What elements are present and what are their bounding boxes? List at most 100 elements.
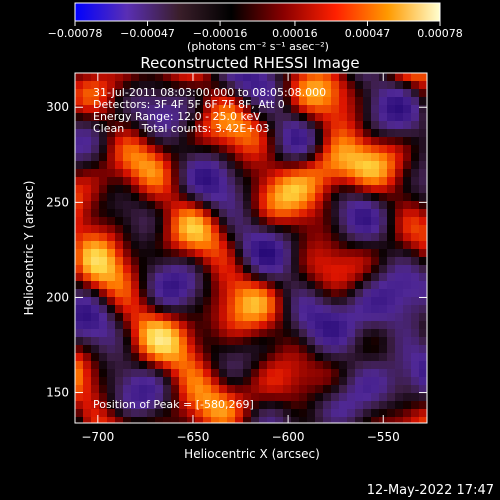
heatmap-cell <box>347 385 355 393</box>
heatmap-cell <box>315 185 323 193</box>
heatmap-cell <box>283 305 291 313</box>
heatmap-cell <box>347 89 355 97</box>
heatmap-cell <box>387 321 395 329</box>
heatmap-cell <box>347 265 355 273</box>
heatmap-cell <box>75 273 83 281</box>
heatmap-cell <box>259 385 267 393</box>
heatmap-cell <box>299 273 307 281</box>
heatmap-cell <box>315 153 323 161</box>
heatmap-cell <box>299 201 307 209</box>
heatmap-cell <box>411 321 419 329</box>
heatmap-cell <box>195 321 203 329</box>
heatmap-cell <box>203 297 211 305</box>
heatmap-cell <box>147 185 155 193</box>
heatmap-cell <box>419 305 427 313</box>
heatmap-cell <box>411 97 419 105</box>
heatmap-cell <box>283 225 291 233</box>
heatmap-cell <box>131 273 139 281</box>
heatmap-cell <box>363 369 371 377</box>
heatmap-cell <box>299 401 307 409</box>
heatmap-cell <box>299 313 307 321</box>
heatmap-cell <box>371 257 379 265</box>
heatmap-cell <box>259 129 267 137</box>
heatmap-cell <box>339 113 347 121</box>
heatmap-cell <box>307 201 315 209</box>
heatmap-cell <box>411 129 419 137</box>
heatmap-cell <box>315 417 323 423</box>
heatmap-cell <box>91 185 99 193</box>
heatmap-cell <box>339 353 347 361</box>
heatmap-cell <box>155 401 163 409</box>
heatmap-cell <box>139 369 147 377</box>
heatmap-cell <box>323 353 331 361</box>
heatmap-cell <box>395 361 403 369</box>
heatmap-cell <box>91 265 99 273</box>
heatmap-cell <box>251 81 259 89</box>
heatmap-cell <box>131 81 139 89</box>
heatmap-cell <box>331 153 339 161</box>
heatmap-cell <box>347 225 355 233</box>
heatmap-cell <box>211 281 219 289</box>
heatmap-cell <box>147 369 155 377</box>
heatmap-cell <box>235 337 243 345</box>
heatmap-cell <box>355 89 363 97</box>
heatmap-cell <box>259 401 267 409</box>
heatmap-cell <box>355 313 363 321</box>
heatmap-cell <box>275 225 283 233</box>
heatmap-cell <box>419 105 427 113</box>
heatmap-cell <box>283 193 291 201</box>
heatmap-cell <box>99 185 107 193</box>
heatmap-cell <box>139 401 147 409</box>
heatmap-cell <box>379 105 387 113</box>
heatmap-cell <box>291 313 299 321</box>
heatmap-cell <box>387 193 395 201</box>
heatmap-cell <box>283 329 291 337</box>
heatmap-cell <box>203 385 211 393</box>
heatmap-cell <box>147 233 155 241</box>
heatmap-cell <box>139 409 147 417</box>
heatmap-cell <box>147 193 155 201</box>
heatmap-cell <box>387 401 395 409</box>
heatmap-cell <box>155 297 163 305</box>
heatmap-cell <box>147 241 155 249</box>
heatmap-cell <box>331 81 339 89</box>
colorbar-tick-label: −0.00078 <box>48 27 103 40</box>
heatmap-cell <box>395 169 403 177</box>
heatmap-cell <box>419 337 427 345</box>
heatmap-cell <box>259 161 267 169</box>
heatmap-cell <box>323 337 331 345</box>
heatmap-cell <box>91 369 99 377</box>
heatmap-cell <box>251 97 259 105</box>
heatmap-cell <box>187 241 195 249</box>
heatmap-cell <box>227 177 235 185</box>
heatmap-cell <box>411 353 419 361</box>
heatmap-cell <box>91 209 99 217</box>
heatmap-cell <box>411 169 419 177</box>
heatmap-cell <box>371 337 379 345</box>
heatmap-cell <box>107 289 115 297</box>
heatmap-cell <box>259 201 267 209</box>
heatmap-cell <box>355 217 363 225</box>
heatmap-cell <box>419 265 427 273</box>
heatmap-cell <box>187 153 195 161</box>
heatmap-cell <box>75 113 83 121</box>
heatmap-cell <box>387 305 395 313</box>
heatmap-cell <box>195 313 203 321</box>
heatmap-cell <box>107 129 115 137</box>
heatmap-cell <box>187 257 195 265</box>
heatmap-cell <box>307 393 315 401</box>
heatmap-cell <box>203 113 211 121</box>
heatmap-cell <box>171 185 179 193</box>
heatmap-cell <box>163 313 171 321</box>
heatmap-cell <box>139 377 147 385</box>
heatmap-cell <box>379 353 387 361</box>
heatmap-cell <box>107 353 115 361</box>
heatmap-cell <box>187 161 195 169</box>
heatmap-cell <box>203 329 211 337</box>
heatmap-cell <box>251 305 259 313</box>
heatmap-cell <box>267 337 275 345</box>
heatmap-cell <box>323 321 331 329</box>
heatmap-cell <box>403 377 411 385</box>
heatmap-cell <box>75 209 83 217</box>
heatmap-cell <box>291 289 299 297</box>
